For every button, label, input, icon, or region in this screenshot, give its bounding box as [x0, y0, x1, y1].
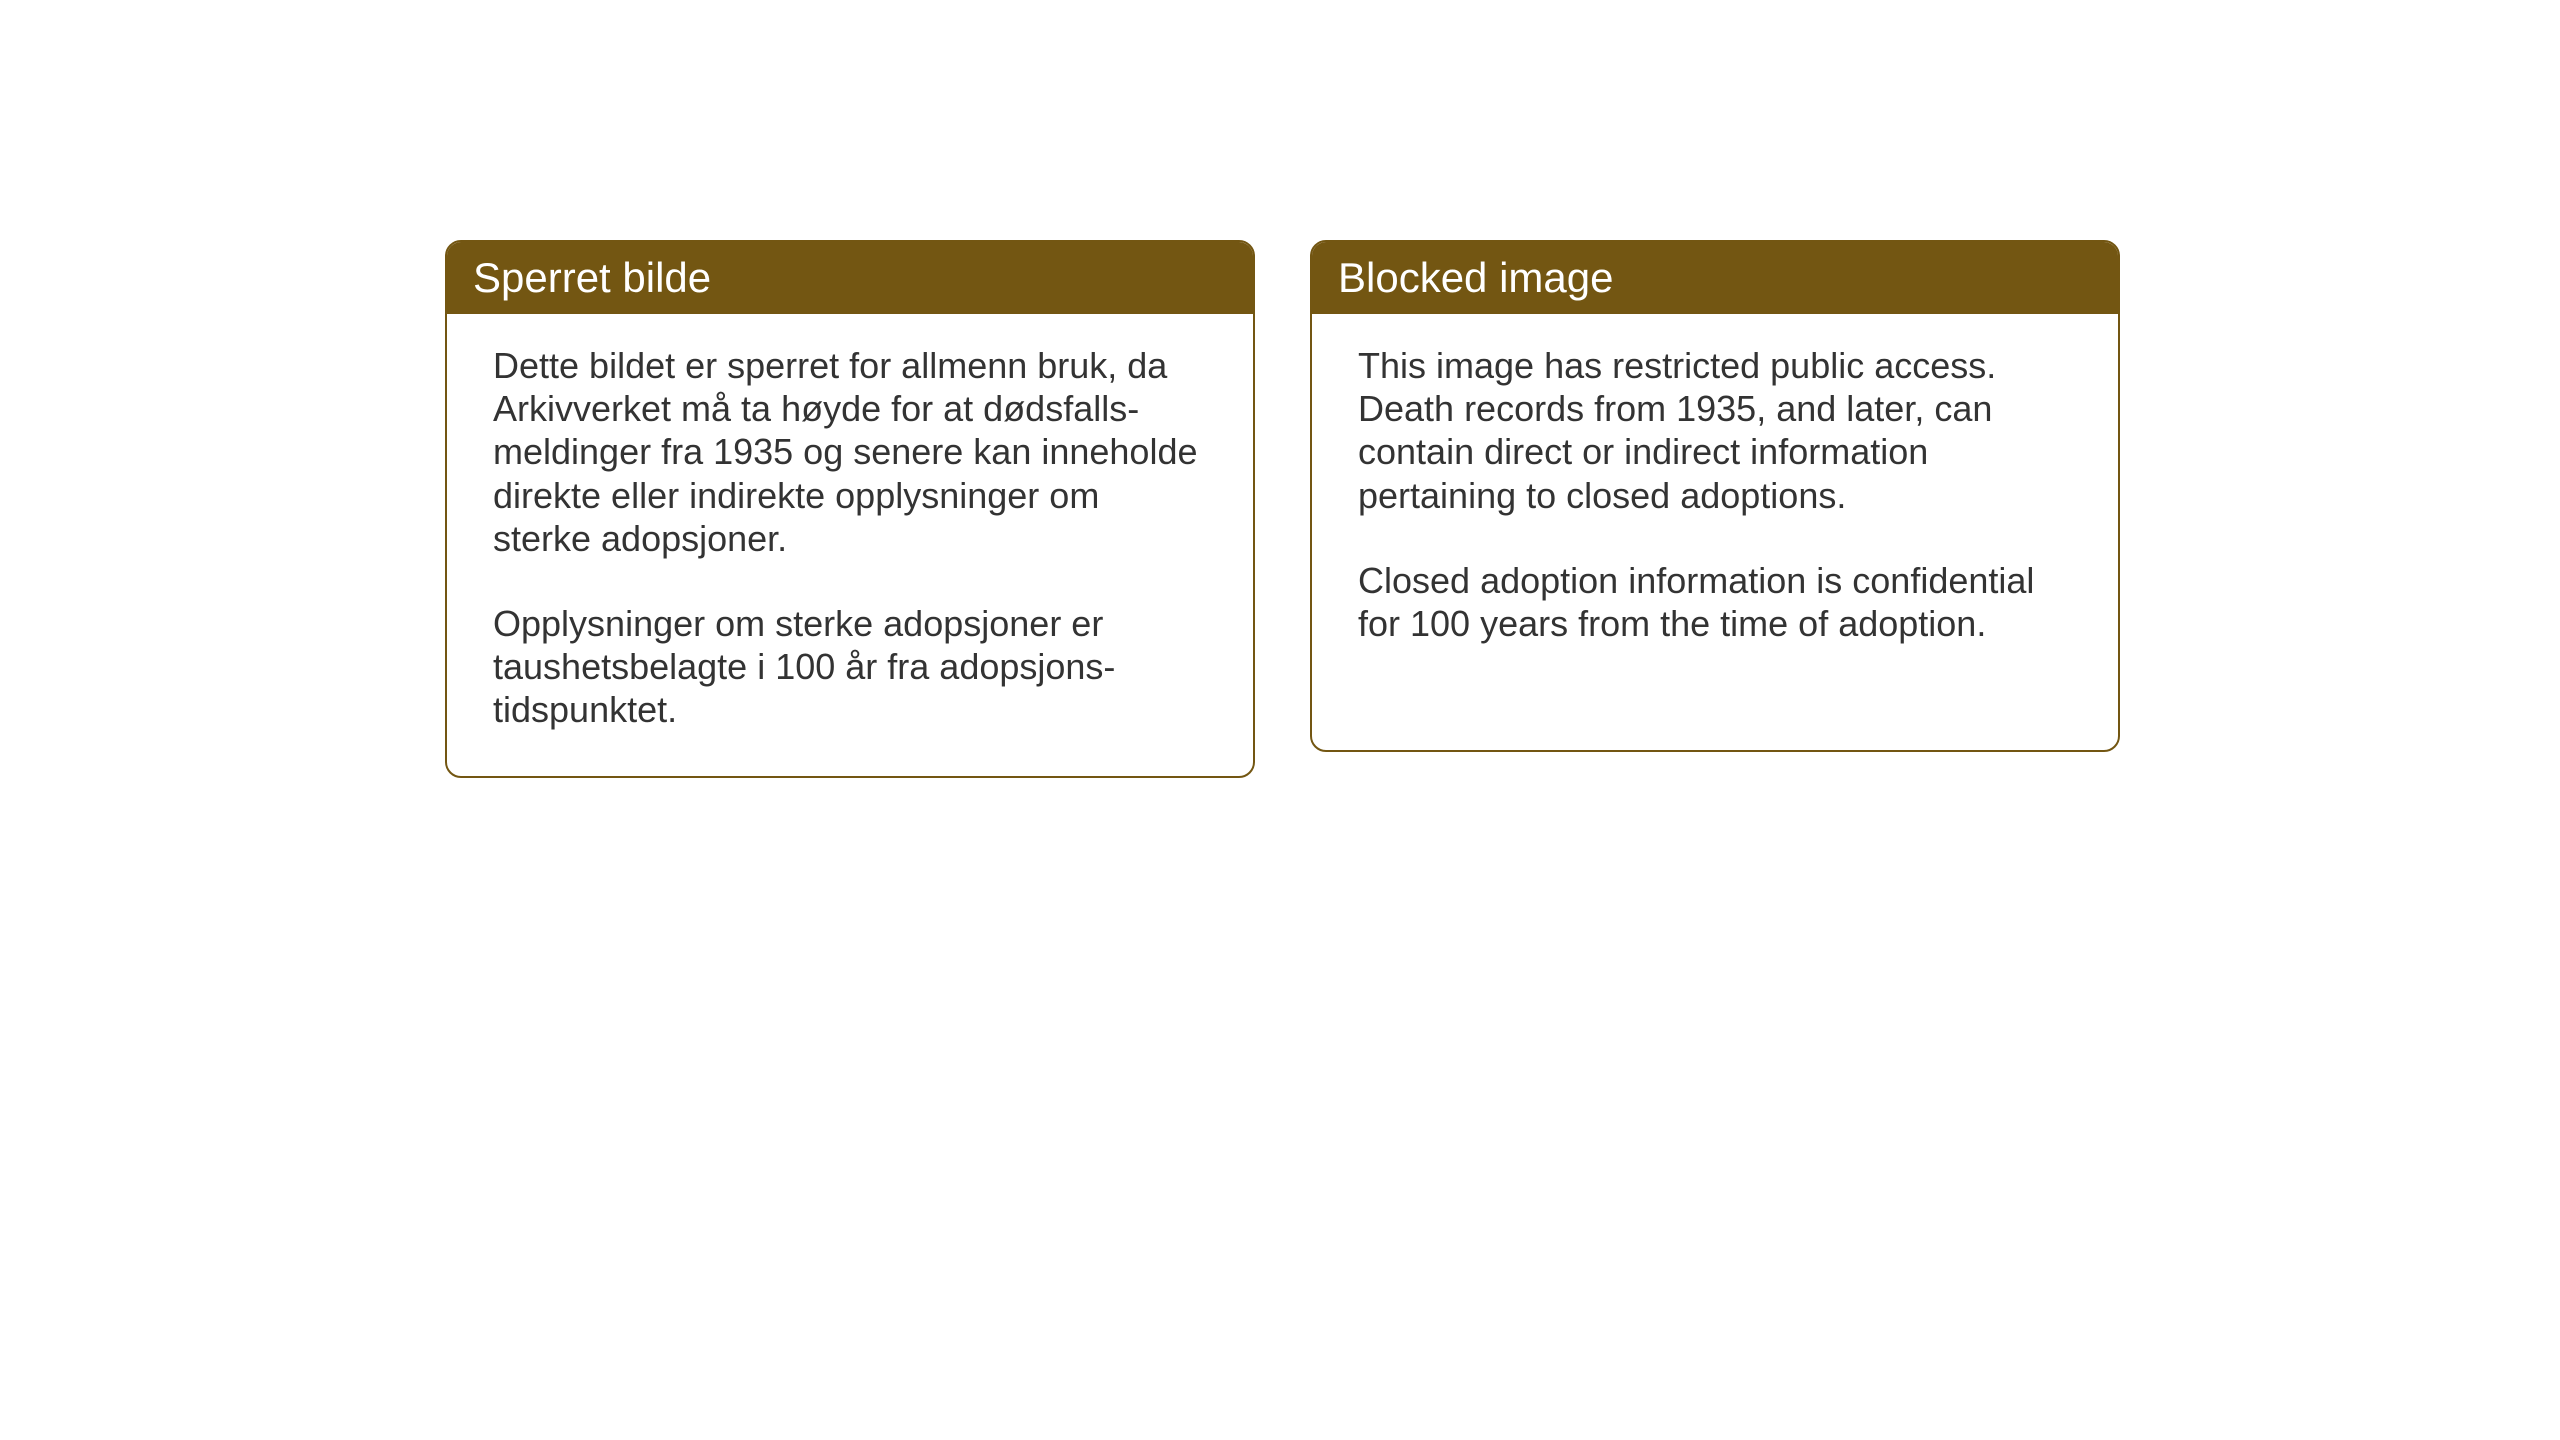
card-header-norwegian: Sperret bilde — [447, 242, 1253, 314]
paragraph-1-norwegian: Dette bildet er sperret for allmenn bruk… — [493, 344, 1207, 560]
card-body-english: This image has restricted public access.… — [1312, 314, 2118, 689]
paragraph-2-english: Closed adoption information is confident… — [1358, 559, 2072, 645]
notice-cards-container: Sperret bilde Dette bildet er sperret fo… — [445, 240, 2120, 778]
card-header-english: Blocked image — [1312, 242, 2118, 314]
card-body-norwegian: Dette bildet er sperret for allmenn bruk… — [447, 314, 1253, 776]
paragraph-1-english: This image has restricted public access.… — [1358, 344, 2072, 517]
notice-card-norwegian: Sperret bilde Dette bildet er sperret fo… — [445, 240, 1255, 778]
notice-card-english: Blocked image This image has restricted … — [1310, 240, 2120, 752]
paragraph-2-norwegian: Opplysninger om sterke adopsjoner er tau… — [493, 602, 1207, 732]
